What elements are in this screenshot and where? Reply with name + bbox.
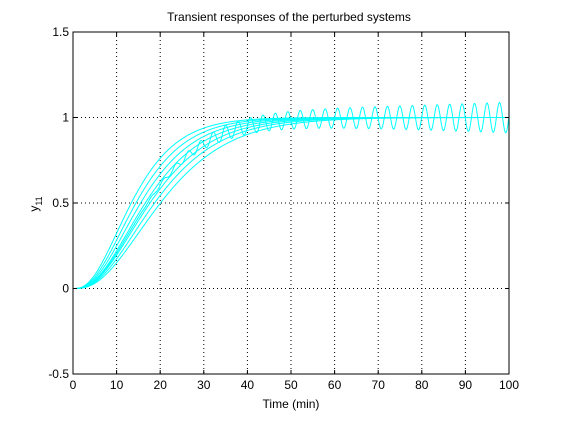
series-line-7 xyxy=(73,117,509,289)
x-tick-label: 10 xyxy=(110,378,124,392)
tick-layer: 0 10 20 30 40 50 60 70 80 90 100-0.500.511.5 xyxy=(48,25,519,392)
series-line-2 xyxy=(73,117,509,289)
y-tick-label: 0 xyxy=(62,282,69,296)
y-tick-label: 1.5 xyxy=(52,25,69,39)
y-axis-label-subscript: 11 xyxy=(34,196,44,205)
y-tick-label: 0.5 xyxy=(52,196,69,210)
y-tick-label: -0.5 xyxy=(48,367,69,381)
chart-title: Transient responses of the perturbed sys… xyxy=(167,10,411,24)
y-axis-label: y11 xyxy=(27,196,44,211)
x-tick-label: 30 xyxy=(197,378,211,392)
series-line-6 xyxy=(73,117,509,289)
x-tick-label: 70 xyxy=(372,378,386,392)
series-line-1 xyxy=(73,117,509,289)
x-tick-label: 80 xyxy=(415,378,429,392)
axes-box xyxy=(72,31,510,375)
x-tick-label: 20 xyxy=(154,378,168,392)
x-tick-label: 100 xyxy=(499,378,519,392)
x-tick-label: 50 xyxy=(284,378,298,392)
series-line-3 xyxy=(73,117,509,289)
y-axis-label-main: y xyxy=(27,206,41,212)
series-line-5 xyxy=(73,117,509,289)
x-tick-label: 40 xyxy=(241,378,255,392)
x-tick-label: 60 xyxy=(328,378,342,392)
series-line-8 xyxy=(73,101,510,289)
y-axis-label-group: y11 xyxy=(27,196,44,211)
grid-layer xyxy=(73,32,509,374)
x-axis-label: Time (min) xyxy=(263,397,320,411)
x-tick-label: 90 xyxy=(459,378,473,392)
x-tick-label: 0 xyxy=(70,378,77,392)
series-layer xyxy=(73,101,510,289)
y-tick-label: 1 xyxy=(62,111,69,125)
series-line-4 xyxy=(73,117,509,289)
